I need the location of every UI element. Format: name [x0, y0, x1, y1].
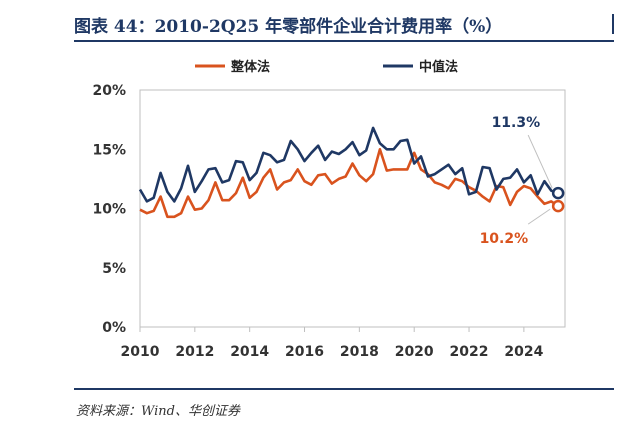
x-tick-label: 2018: [340, 344, 379, 360]
end-value-label: 11.3%: [492, 115, 541, 131]
series-layer: [138, 126, 559, 219]
end-value-annotations: 10.2% 11.3%: [480, 115, 565, 247]
end-point-marker: [551, 199, 565, 213]
x-tick-label: 2014: [230, 344, 269, 360]
x-tick-label: 2020: [395, 344, 434, 360]
series-line-median: [138, 126, 559, 203]
x-tick-label: 2024: [504, 344, 543, 360]
adjacent-panel-edge: [612, 14, 620, 34]
plot-area-frame: [139, 89, 566, 328]
legend-label: 中值法: [419, 59, 458, 75]
source-divider: [74, 388, 614, 390]
title-bar: 图表 44：2010-2Q25 年零部件企业合计费用率（%）: [74, 6, 614, 42]
x-tick-label: 2022: [450, 344, 489, 360]
end-value-label: 10.2%: [480, 231, 529, 247]
x-tick-label: 2016: [285, 344, 324, 360]
y-tick-label: 10%: [92, 202, 126, 218]
y-tick-label: 20%: [92, 83, 126, 99]
leader-line: [527, 208, 551, 225]
series-line-overall: [139, 148, 559, 219]
line-chart: 整体法 中值法 0% 5% 10% 15% 20% 2010 2012 2014 2016 2018…: [92, 59, 566, 360]
source-note: 资料来源：Wind、华创证券: [76, 404, 240, 419]
x-tick-label: 2012: [175, 344, 214, 360]
legend-label: 整体法: [230, 59, 270, 75]
y-tick-label: 5%: [102, 261, 126, 277]
x-tick-label: 2010: [121, 344, 160, 360]
leader-line: [527, 134, 553, 189]
legend: 整体法 中值法: [195, 59, 458, 75]
chart-axes: 0% 5% 10% 15% 20% 2010 2012 2014 2016 2018 2020 202…: [92, 83, 566, 360]
end-point-marker: [551, 186, 565, 200]
page-title: 图表 44：2010-2Q25 年零部件企业合计费用率（%）: [74, 17, 503, 37]
y-tick-label: 15%: [92, 142, 126, 158]
y-tick-label: 0%: [102, 320, 126, 336]
